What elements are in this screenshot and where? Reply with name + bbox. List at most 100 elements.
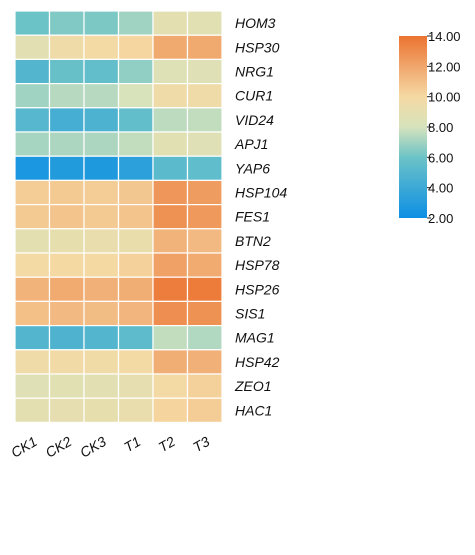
colorbar-tick-label: 8.00 — [428, 120, 453, 135]
row-label-fes1: FES1 — [235, 209, 270, 225]
heatmap-cell-hsp30-ck1 — [14, 34, 51, 61]
heatmap-cell-hac1-ck1 — [14, 397, 51, 424]
heatmap-cell-hom3-ck3 — [83, 10, 120, 36]
heatmap-cell-mag1-ck2 — [48, 325, 85, 351]
heatmap-cell-hsp42-t1 — [117, 349, 154, 375]
heatmap-cell-cur1-t3 — [186, 82, 223, 109]
heatmap-cell-mag1-t1 — [117, 325, 154, 351]
column-labels: CK1 CK2 CK3 T1 T2 T3 — [8, 433, 212, 461]
column-label-t2: T2 — [156, 433, 178, 455]
heatmap-cell-btn2-t3 — [186, 228, 223, 254]
heatmap-cell-apj1-ck1 — [14, 131, 51, 157]
row-label-hac1: HAC1 — [235, 402, 272, 418]
heatmap-cell-btn2-t2 — [152, 228, 189, 254]
row-label-cur1: CUR1 — [235, 88, 273, 104]
heatmap-cell-btn2-ck1 — [14, 228, 51, 254]
heatmap-cell-hom3-t3 — [186, 10, 223, 36]
heatmap-cell-hsp30-ck2 — [48, 34, 85, 61]
heatmap-cell-mag1-ck1 — [14, 325, 51, 351]
colorbar-tick-label: 14.00 — [428, 29, 461, 44]
heatmap-cell-hac1-t1 — [117, 397, 154, 424]
heatmap-cell-apj1-t2 — [152, 131, 189, 157]
heatmap-cell-hsp42-ck3 — [83, 349, 120, 375]
heatmap-cell-vid24-ck2 — [48, 107, 85, 133]
heatmap-cell-fes1-t2 — [152, 204, 189, 230]
row-label-hsp104: HSP104 — [235, 185, 287, 201]
heatmap-cell-hsp42-ck2 — [48, 349, 85, 375]
colorbar-tick-label: 2.00 — [428, 211, 453, 226]
column-label-ck2: CK2 — [43, 433, 75, 461]
heatmap-cell-zeo1-ck3 — [83, 373, 120, 399]
row-label-vid24: VID24 — [235, 112, 274, 128]
heatmap-cell-apj1-t1 — [117, 131, 154, 157]
heatmap-cell-cur1-t2 — [152, 82, 189, 109]
heatmap-cell-hsp26-t3 — [186, 276, 223, 303]
heatmap-cell-hac1-ck3 — [83, 397, 120, 424]
heatmap-cell-yap6-ck1 — [14, 155, 51, 181]
heatmap-cell-hsp104-t3 — [186, 179, 223, 206]
heatmap-cell-nrg1-t3 — [186, 58, 223, 85]
colorbar-tick-label: 10.00 — [428, 90, 461, 105]
heatmap-cell-nrg1-t1 — [117, 58, 154, 85]
heatmap-cell-nrg1-ck3 — [83, 58, 120, 85]
row-label-hom3: HOM3 — [235, 15, 276, 31]
column-label-ck1: CK1 — [8, 433, 40, 460]
heatmap-cell-sis1-t2 — [152, 300, 189, 327]
row-label-hsp42: HSP42 — [235, 354, 280, 370]
heatmap-cell-sis1-ck1 — [14, 300, 51, 327]
row-label-zeo1: ZEO1 — [234, 378, 272, 394]
heatmap-cell-hsp30-t1 — [117, 34, 154, 61]
heatmap-cell-cur1-ck3 — [83, 82, 120, 109]
heatmap-cell-vid24-t1 — [117, 107, 154, 133]
colorbar: 14.00 12.00 10.00 8.00 6.00 4.00 2.00 — [399, 29, 461, 226]
heatmap-cell-fes1-ck3 — [83, 204, 120, 230]
heatmap-cell-zeo1-t1 — [117, 373, 154, 399]
heatmap-cells — [14, 10, 223, 424]
heatmap-cell-mag1-t3 — [186, 325, 223, 351]
heatmap-cell-hsp78-t2 — [152, 252, 189, 278]
heatmap-cell-hsp78-ck2 — [48, 252, 85, 278]
heatmap-cell-apj1-t3 — [186, 131, 223, 157]
heatmap-cell-mag1-ck3 — [83, 325, 120, 351]
row-label-yap6: YAP6 — [235, 160, 270, 176]
heatmap-cell-hsp78-t1 — [117, 252, 154, 278]
heatmap-cell-hac1-t2 — [152, 397, 189, 424]
heatmap-cell-cur1-ck2 — [48, 82, 85, 109]
heatmap-cell-apj1-ck2 — [48, 131, 85, 157]
heatmap-cell-nrg1-t2 — [152, 58, 189, 85]
heatmap-cell-hsp104-t1 — [117, 179, 154, 206]
row-label-hsp30: HSP30 — [235, 39, 280, 55]
heatmap-cell-btn2-t1 — [117, 228, 154, 254]
heatmap-cell-yap6-t1 — [117, 155, 154, 181]
heatmap-cell-hom3-t1 — [117, 10, 154, 36]
row-label-hsp78: HSP78 — [235, 257, 280, 273]
heatmap-cell-hom3-t2 — [152, 10, 189, 36]
row-label-nrg1: NRG1 — [235, 64, 274, 80]
row-labels: HOM3 HSP30 NRG1 CUR1 VID24 APJ1 YAP6 HSP104 FES1… — [234, 15, 287, 418]
heatmap-cell-sis1-t1 — [117, 300, 154, 327]
heatmap-cell-hom3-ck1 — [14, 10, 51, 36]
colorbar-tick-label: 12.00 — [428, 59, 461, 74]
heatmap-cell-apj1-ck3 — [83, 131, 120, 157]
heatmap-cell-zeo1-t2 — [152, 373, 189, 399]
heatmap-cell-hsp30-ck3 — [83, 34, 120, 61]
heatmap-cell-hsp26-ck2 — [48, 276, 85, 303]
heatmap-cell-zeo1-ck1 — [14, 373, 51, 399]
colorbar-gradient — [399, 36, 427, 218]
heatmap-cell-hsp104-t2 — [152, 179, 189, 206]
row-label-apj1: APJ1 — [234, 136, 268, 152]
heatmap-cell-nrg1-ck1 — [14, 58, 51, 85]
heatmap-cell-hsp42-t2 — [152, 349, 189, 375]
heatmap-cell-hom3-ck2 — [48, 10, 85, 36]
column-label-t1: T1 — [121, 433, 143, 455]
heatmap-cell-hsp30-t3 — [186, 34, 223, 61]
heatmap-cell-hsp26-t2 — [152, 276, 189, 303]
heatmap-cell-fes1-t1 — [117, 204, 154, 230]
heatmap-cell-hac1-ck2 — [48, 397, 85, 424]
heatmap-cell-hsp104-ck1 — [14, 179, 51, 206]
heatmap-cell-hsp26-ck1 — [14, 276, 51, 303]
heatmap-cell-cur1-t1 — [117, 82, 154, 109]
heatmap-cell-hsp104-ck3 — [83, 179, 120, 206]
column-label-t3: T3 — [190, 433, 212, 455]
